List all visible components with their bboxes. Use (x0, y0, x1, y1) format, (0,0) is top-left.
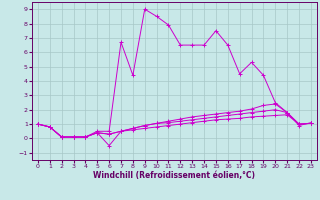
X-axis label: Windchill (Refroidissement éolien,°C): Windchill (Refroidissement éolien,°C) (93, 171, 255, 180)
